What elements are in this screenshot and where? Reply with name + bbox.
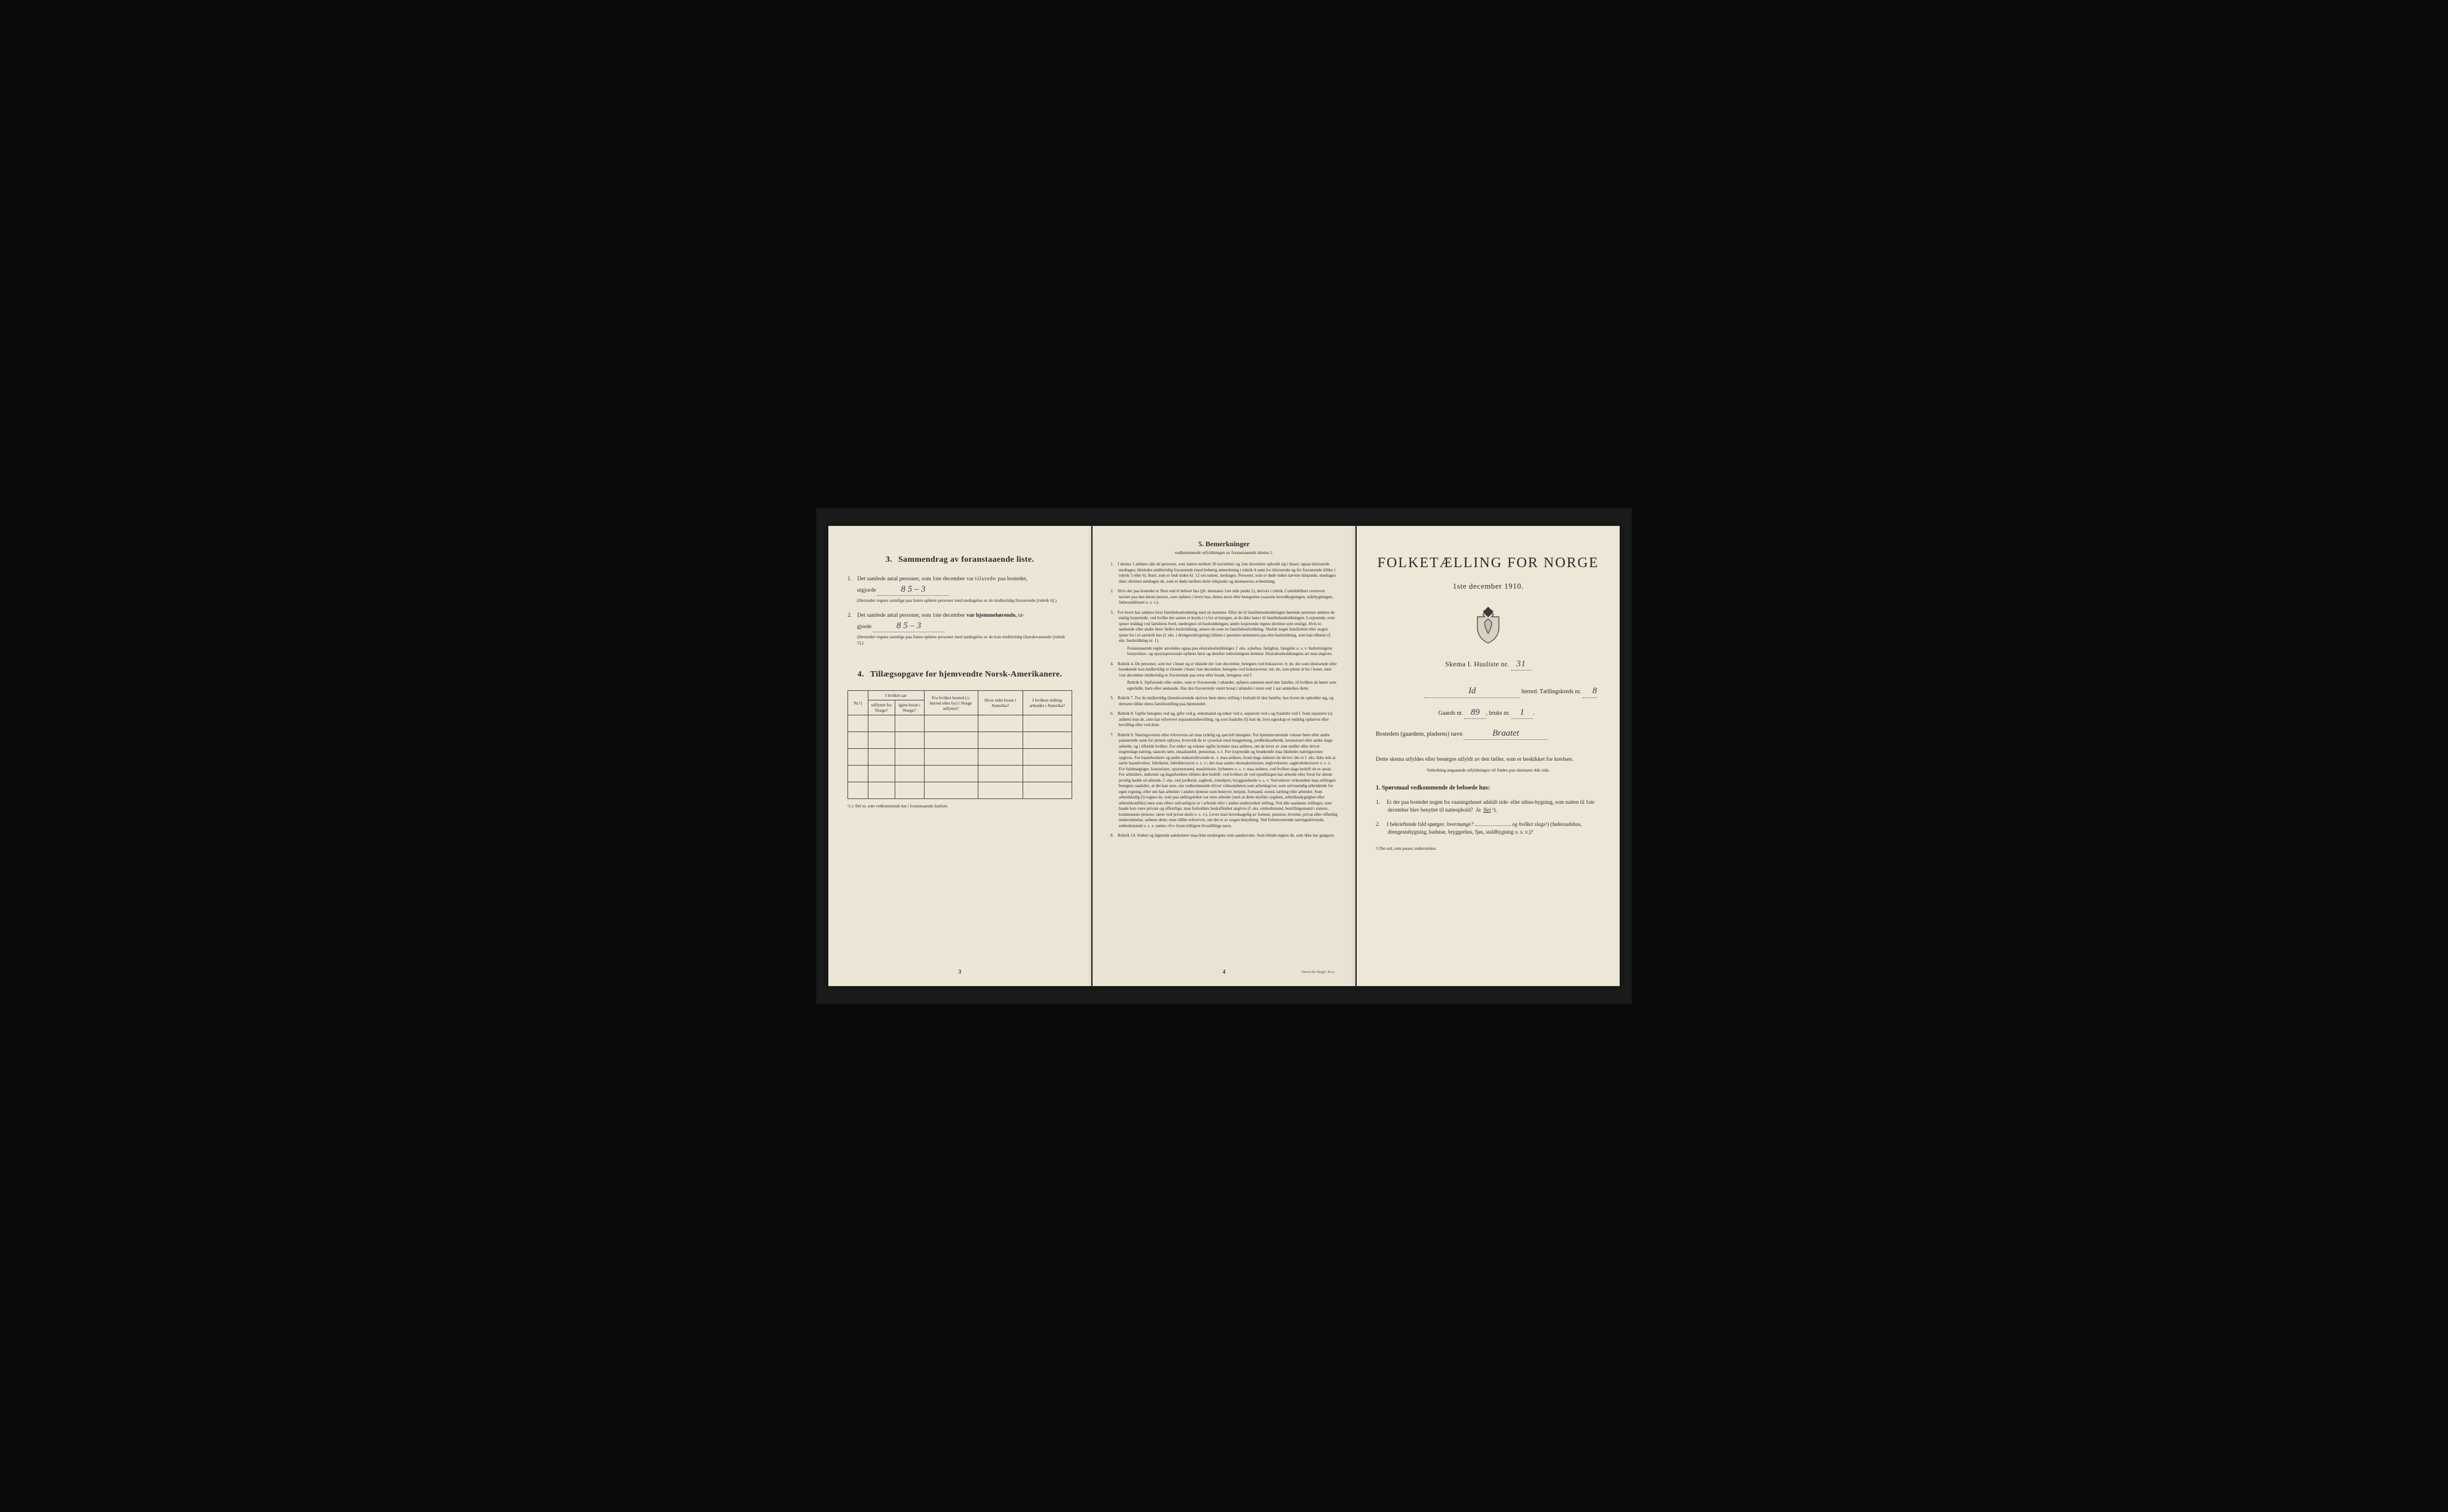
nei-answer: Nei: [1483, 807, 1491, 813]
remark-item: 7.Rubrik 9. Næringsveiens eller erhverve…: [1110, 733, 1338, 830]
right-footnote: ¹) Det ord, som passer, understrekes.: [1376, 846, 1601, 852]
table-row: [848, 782, 1072, 799]
table-row: [848, 715, 1072, 732]
printer-note: Steen'ske Bogtr. Kr.a.: [1302, 970, 1335, 975]
page-right: FOLKETÆLLING FOR NORGE 1ste december 191…: [1357, 526, 1620, 986]
husliste-nr: 31: [1516, 659, 1526, 669]
table-row: [848, 749, 1072, 766]
remark-item: 2.Hvis der paa bostedet er flere end ét …: [1110, 589, 1338, 606]
skema-line: Skema I. Husliste nr. 31: [1376, 658, 1601, 671]
bemerkninger-title: 5. Bemerkninger: [1110, 539, 1338, 549]
gaards-line: Gaards nr. 89, bruks nr. 1.: [1376, 706, 1601, 719]
bruks-value: 1: [1520, 708, 1525, 717]
herred-value: Id: [1468, 686, 1476, 696]
remark-item: 5.Rubrik 7. For de midlertidig tilstedev…: [1110, 696, 1338, 707]
col-aar: I hvilket aar: [868, 691, 924, 700]
col-stilling: I hvilken stilling arbeidet i Amerika?: [1023, 691, 1072, 715]
veiledning-note: Veiledning angaaende utfyldningen vil fi…: [1376, 767, 1601, 773]
remark-item: 6.Rubrik 8. Ugifte betegnes ved ug, gift…: [1110, 711, 1338, 729]
remark-item: 8.Rubrik 14. Sinker og lignende aandsslø…: [1110, 833, 1338, 839]
remark-item: 4.Rubrik 4. De personer, som bor i huset…: [1110, 662, 1338, 692]
question-2: 2. I bekræftende fald spørges: hvormange…: [1376, 821, 1601, 837]
remark-item: 3.For hvert hus anføres hver familiehush…: [1110, 610, 1338, 657]
tilstede-count: 8 5 – 3: [901, 584, 925, 594]
gaards-value: 89: [1471, 708, 1480, 717]
bosted-line: Bostedets (gaardens, pladsens) navn Braa…: [1376, 727, 1601, 740]
remark-item: 1.I skema 1 anføres alle de personer, so…: [1110, 562, 1338, 584]
section3-item2: 2. Det samlede antal personer, som 1ste …: [847, 612, 1072, 646]
table-row: [848, 732, 1072, 749]
section3-item1: 1. Det samlede antal personer, som 1ste …: [847, 576, 1072, 604]
census-date: 1ste december 1910.: [1376, 581, 1601, 592]
question-1: 1. Er der paa bostedet nogen fra vaaning…: [1376, 798, 1601, 815]
questions-header: 1. Spørsmaal vedkommende de beboede hus:: [1376, 784, 1601, 792]
section3-title: 3.Sammendrag av foranstaaende liste.: [847, 555, 1072, 566]
section4-footnote: ¹) ɔ: Det nr. som vedkommende har i fora…: [847, 804, 1072, 809]
remarks-list: 1.I skema 1 anføres alle de personer, so…: [1110, 562, 1338, 839]
main-title: FOLKETÆLLING FOR NORGE: [1376, 553, 1601, 573]
page-number-center: 4: [1223, 968, 1226, 975]
intro-text: Dette skema utfyldes eller besørges utfy…: [1376, 755, 1601, 764]
tillaeg-table: Nr.¹) I hvilket aar Fra hvilket bosted (…: [847, 690, 1072, 799]
col-amerika: Hvor sidst bosat i Amerika?: [978, 691, 1023, 715]
kreds-value: 8: [1593, 686, 1598, 696]
norway-crest-icon: [1376, 606, 1601, 646]
bosted-value: Braatet: [1492, 729, 1519, 738]
page-number-left: 3: [959, 968, 962, 975]
section4-title: 4.Tillægsopgave for hjemvendte Norsk-Ame…: [847, 669, 1072, 681]
document-container: 3.Sammendrag av foranstaaende liste. 1. …: [816, 508, 1632, 1004]
col-bosted: Fra hvilket bosted (ɔ: herred eller by) …: [924, 691, 978, 715]
hjemme-count: 8 5 – 3: [896, 621, 921, 630]
page-center: 5. Bemerkninger vedkommende utfyldningen…: [1093, 526, 1355, 986]
table-row: [848, 766, 1072, 782]
herred-line: Id herred. Tællingskreds nr. 8: [1376, 685, 1601, 697]
bemerkninger-subtitle: vedkommende utfyldningen av foranstaaend…: [1110, 550, 1338, 556]
page-left: 3.Sammendrag av foranstaaende liste. 1. …: [828, 526, 1091, 986]
col-nr: Nr.¹): [848, 691, 868, 715]
